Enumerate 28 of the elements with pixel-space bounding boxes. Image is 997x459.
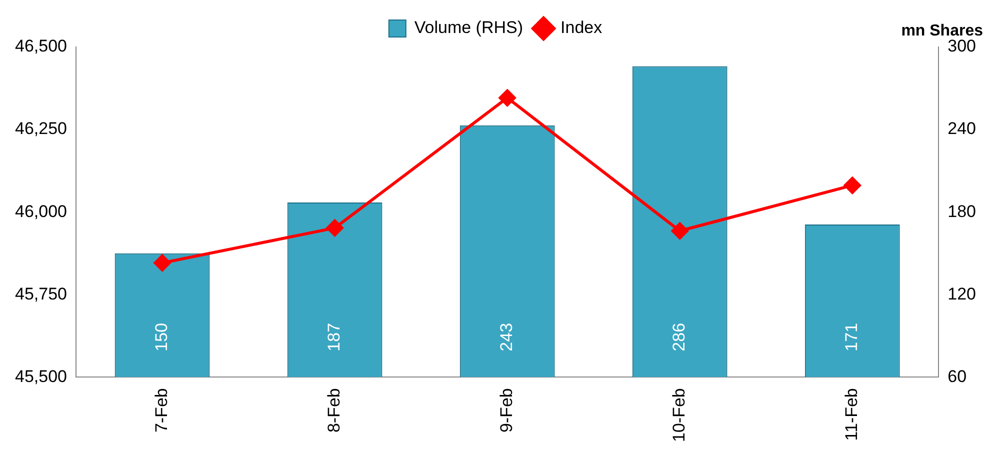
point [844,176,861,194]
legend-label: Volume (RHS) [414,18,524,38]
x-tick-label: 10-Feb [670,388,689,442]
legend-label: Index [560,18,603,38]
x-tick-label: 11-Feb [842,388,862,441]
y-tick-label: 46,500 [14,36,67,56]
data-label: 171 [842,322,862,352]
point [671,222,688,240]
y-tick-label: 46,000 [14,202,67,221]
x-tick-label: 8-Feb [324,388,344,433]
y2-axis-title: mn Shares [901,22,984,40]
point [498,89,516,106]
y-tick-label: 46,250 [14,119,67,138]
data-label: 187 [324,322,344,352]
y2-tick-label: 180 [948,202,976,221]
y2-tick-label: 300 [948,36,976,56]
data-label: 243 [497,322,516,352]
y-tick-label: 45,750 [14,284,67,304]
y-tick-label: 45,500 [14,366,67,386]
y2-tick-label: 120 [948,284,976,304]
data-label: 286 [670,322,689,352]
y2-tick-label: 60 [948,366,967,386]
x-tick-label: 7-Feb [152,388,171,433]
data-label: 150 [152,322,171,352]
point [154,254,171,272]
x-tick-label: 9-Feb [497,388,516,433]
point [326,219,344,236]
y2-tick-label: 240 [948,119,976,138]
